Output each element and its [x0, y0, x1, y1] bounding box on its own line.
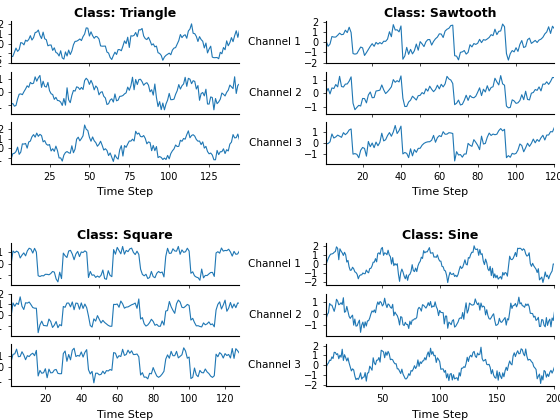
Y-axis label: Channel 3: Channel 3: [249, 360, 301, 370]
X-axis label: Time Step: Time Step: [97, 410, 153, 420]
Title: Class: Sawtooth: Class: Sawtooth: [384, 7, 497, 20]
Y-axis label: Channel 1: Channel 1: [249, 37, 301, 47]
X-axis label: Time Step: Time Step: [412, 410, 468, 420]
X-axis label: Time Step: Time Step: [97, 187, 153, 197]
Title: Class: Sine: Class: Sine: [402, 229, 478, 242]
X-axis label: Time Step: Time Step: [412, 187, 468, 197]
Y-axis label: Channel 3: Channel 3: [249, 138, 301, 148]
Title: Class: Triangle: Class: Triangle: [74, 7, 176, 20]
Y-axis label: Channel 1: Channel 1: [249, 259, 301, 269]
Y-axis label: Channel 2: Channel 2: [249, 310, 301, 320]
Y-axis label: Channel 2: Channel 2: [249, 88, 301, 97]
Title: Class: Square: Class: Square: [77, 229, 173, 242]
